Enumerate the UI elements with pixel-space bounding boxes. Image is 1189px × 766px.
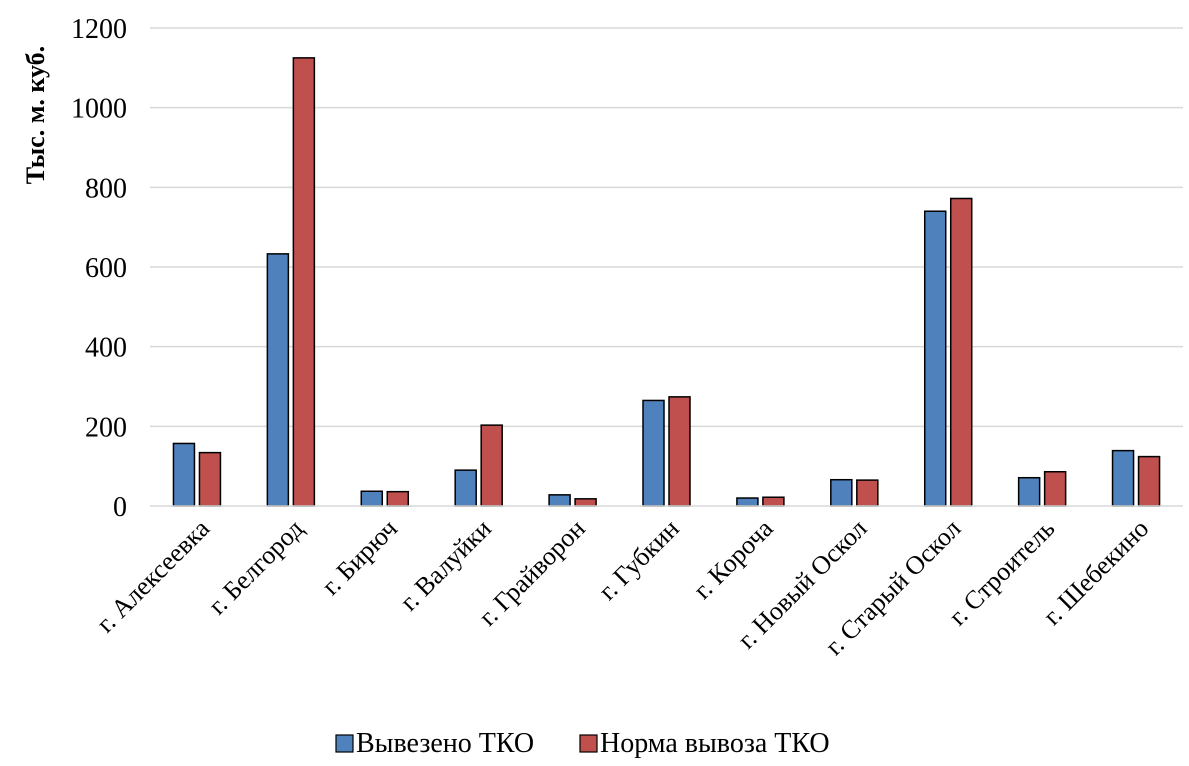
- bar-vyvezeno: [172, 442, 196, 507]
- x-category-label: г. Алексеевка: [91, 513, 216, 638]
- bar-norma: [480, 424, 503, 507]
- bar-vyvezeno: [923, 210, 947, 507]
- y-axis-label: Тыс. м. куб.: [21, 46, 50, 184]
- bar-vyvezeno: [1111, 449, 1135, 507]
- bar-norma: [198, 451, 222, 507]
- bar-norma: [574, 498, 597, 507]
- bar-vyvezeno: [642, 399, 665, 507]
- y-tick-label: 1200: [71, 14, 127, 45]
- bar-norma: [668, 396, 691, 507]
- y-tick-label: 200: [85, 412, 127, 443]
- x-category-label: г. Валуйки: [394, 514, 497, 617]
- bar-vyvezeno: [266, 253, 290, 507]
- gridlines: [150, 27, 1183, 428]
- legend: Вывезено ТКО Норма вывоза ТКО: [335, 728, 830, 759]
- y-axis-ticks: 0 200 400 600 800 1000 1200: [71, 14, 127, 523]
- bars: [172, 57, 1161, 507]
- bar-vyvezeno: [454, 469, 477, 507]
- bar-vyvezeno: [548, 494, 571, 507]
- bar-norma: [856, 479, 879, 507]
- bar-vyvezeno: [1017, 476, 1041, 507]
- bar-norma: [386, 490, 410, 507]
- legend-label: Вывезено ТКО: [356, 728, 534, 759]
- y-tick-label: 400: [85, 333, 127, 364]
- bar-vyvezeno: [360, 490, 384, 507]
- x-category-label: г. Короча: [688, 513, 779, 604]
- bar-vyvezeno: [736, 497, 759, 507]
- bar-norma: [762, 496, 785, 507]
- y-tick-label: 0: [113, 492, 127, 523]
- bar-vyvezeno: [830, 478, 853, 507]
- y-tick-label: 1000: [71, 94, 127, 125]
- x-category-label: г. Губкин: [593, 514, 685, 606]
- x-category-label: г. Бирюч: [316, 514, 403, 601]
- bar-norma: [1137, 455, 1161, 507]
- bar-norma: [1043, 470, 1067, 507]
- y-tick-label: 600: [85, 253, 127, 284]
- legend-swatch: [335, 734, 354, 753]
- legend-swatch: [579, 734, 598, 753]
- x-category-label: г. Белгород: [203, 514, 310, 621]
- legend-label: Норма вывоза ТКО: [600, 728, 830, 759]
- bar-norma: [949, 197, 973, 507]
- y-tick-label: 800: [85, 173, 127, 204]
- bar-norma: [292, 57, 316, 507]
